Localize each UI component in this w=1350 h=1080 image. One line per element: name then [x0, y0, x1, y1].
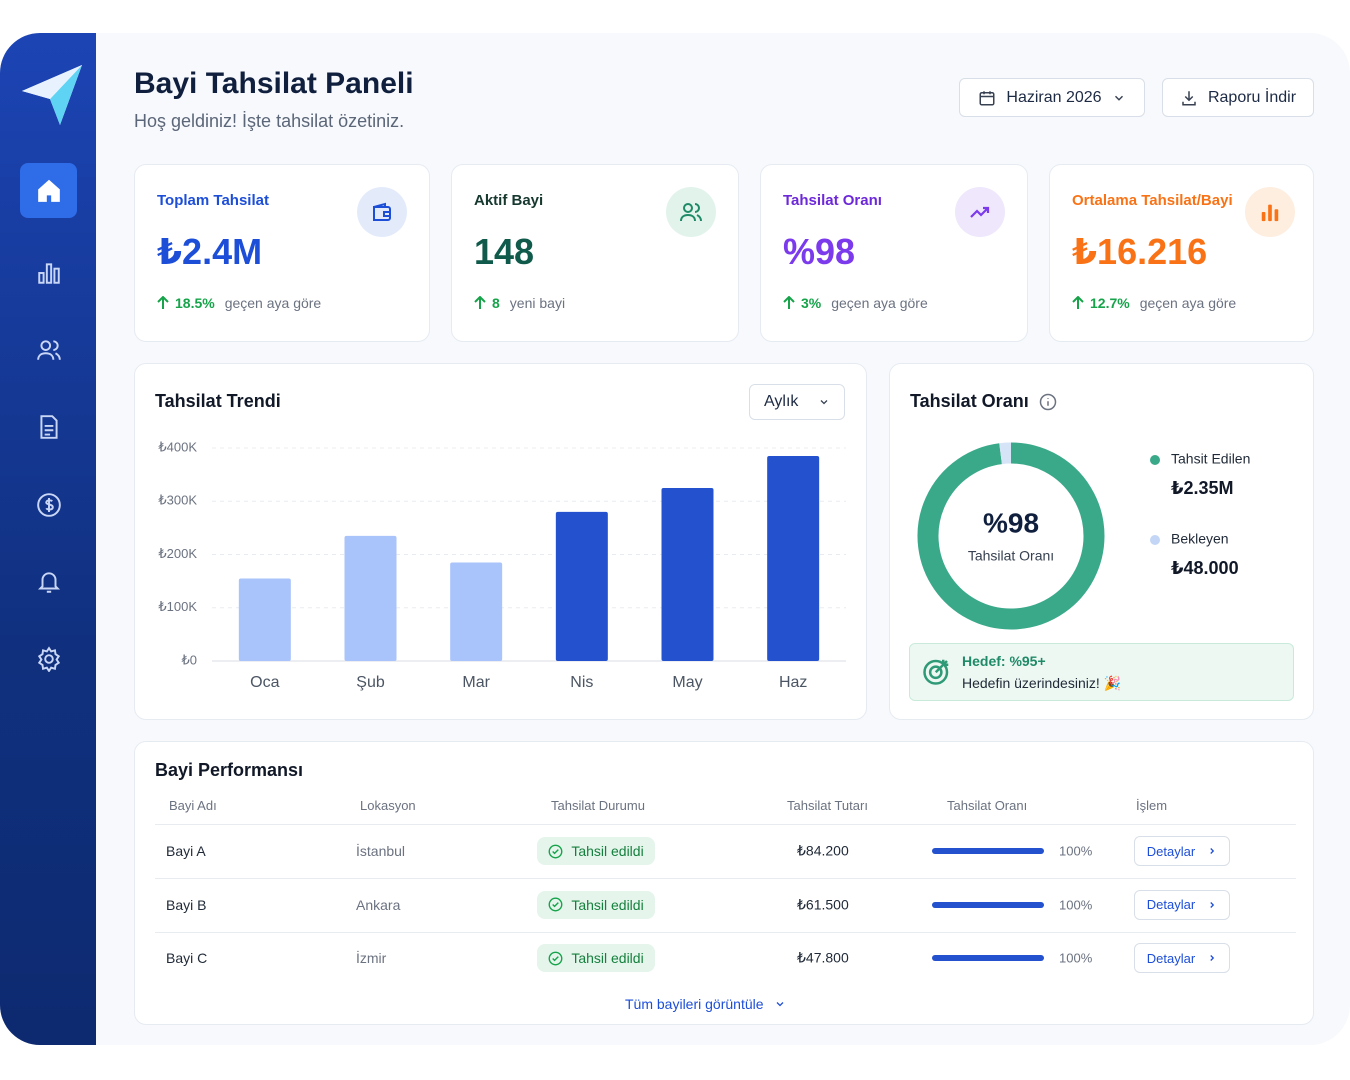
- kpi-label: Tahsilat Oranı: [783, 192, 882, 209]
- dealer-name: Bayi A: [166, 843, 206, 859]
- nav-payments[interactable]: [20, 477, 77, 532]
- table-card: Bayi Performansı Bayi Adı Lokasyon Tahsila…: [134, 741, 1314, 1025]
- row-divider: [155, 824, 1296, 825]
- amount: ₺61.500: [797, 896, 849, 912]
- goal-note: Hedefin üzerindesiniz! 🎉: [962, 675, 1122, 691]
- progress-bar: [932, 955, 1044, 961]
- row-divider: [155, 878, 1296, 879]
- view-all-label: Tüm bayileri görüntüle: [625, 996, 764, 1012]
- nav-dealers[interactable]: [20, 322, 77, 377]
- kpi-value: 148: [474, 231, 535, 272]
- trend-title: Tahsilat Trendi: [155, 391, 281, 411]
- details-label: Detaylar: [1146, 843, 1196, 859]
- details-button[interactable]: Detaylar: [1134, 889, 1230, 920]
- kpi-note: geçen aya göre: [831, 295, 928, 311]
- table: Bayi Adı Lokasyon Tahsilat Durumu Tahsilat …: [135, 742, 1313, 1024]
- kpi-card: Ortalama Tahsilat/Bayi ₺16.216 12.7% geçe…: [1049, 164, 1314, 342]
- amount: ₺47.800: [797, 949, 849, 966]
- kpi-label: Aktif Bayi: [474, 192, 544, 209]
- details-button[interactable]: Detaylar: [1134, 943, 1230, 973]
- nav-documents[interactable]: [20, 399, 77, 454]
- trend-period-select[interactable]: Aylık: [749, 384, 845, 420]
- nav-reports[interactable]: [20, 245, 77, 300]
- dealer-location: Ankara: [356, 896, 401, 913]
- logo: [22, 65, 82, 125]
- period-label: Haziran 2026: [1006, 88, 1102, 106]
- kpi-change: 12.7%: [1090, 295, 1130, 311]
- column-header: Tahsilat Oranı: [947, 798, 1028, 813]
- kpi-note: geçen aya göre: [224, 295, 322, 311]
- rate-title: Tahsilat Oranı: [910, 391, 1029, 411]
- kpi-icon: [1245, 187, 1295, 237]
- column-header: Lokasyon: [360, 798, 416, 813]
- kpi-value: %98: [783, 231, 856, 272]
- status-badge: Tahsil edildi: [537, 890, 655, 919]
- kpi-change: 18.5%: [175, 295, 215, 311]
- goal-box: Hedef: %95+ Hedefin üzerindesiniz! 🎉: [909, 643, 1294, 701]
- dealer-location: İzmir: [356, 950, 387, 966]
- kpi-label: Toplam Tahsilat: [157, 192, 269, 209]
- kpi-note: geçen aya göre: [1139, 295, 1237, 311]
- amount: ₺84.200: [797, 842, 849, 859]
- rate-label: 100%: [1059, 950, 1093, 966]
- column-header: Tahsilat Tutarı: [787, 798, 868, 813]
- details-label: Detaylar: [1146, 950, 1196, 966]
- view-all-link[interactable]: Tüm bayileri görüntüle: [625, 996, 786, 1012]
- status-label: Tahsil edildi: [571, 950, 644, 966]
- kpi-note: yeni bayi: [509, 295, 566, 311]
- details-label: Detaylar: [1146, 897, 1196, 912]
- nav-notifications[interactable]: [20, 554, 77, 609]
- app-window: Bayi Tahsilat Paneli Hoş geldiniz! İşte …: [0, 33, 1350, 1045]
- progress-bar: [932, 901, 1044, 908]
- row-divider: [155, 931, 1296, 933]
- kpi-label: Ortalama Tahsilat/Bayi: [1072, 192, 1233, 209]
- column-header: Bayi Adı: [169, 798, 217, 813]
- nav-settings[interactable]: [20, 631, 77, 686]
- nav-home[interactable]: [20, 163, 77, 218]
- dealer-name: Bayi C: [166, 950, 208, 966]
- dealer-name: Bayi B: [166, 896, 207, 913]
- sidebar: [0, 33, 96, 1045]
- page-subtitle: Hoş geldiniz! İşte tahsilat özetiniz.: [134, 111, 405, 131]
- kpi-card: Aktif Bayi 148 8 yeni bayi: [451, 164, 739, 342]
- rate-title-row: Tahsilat Oranı: [910, 391, 1057, 412]
- trend-period-label: Aylık: [764, 393, 799, 410]
- kpi-icon: [357, 187, 407, 237]
- progress-bar: [932, 848, 1044, 854]
- kpi-value: ₺16.216: [1072, 231, 1208, 272]
- column-header: İşlem: [1136, 798, 1168, 813]
- rate-label: 100%: [1059, 843, 1093, 859]
- table-title: Bayi Performansı: [155, 760, 304, 780]
- kpi-change: 8: [492, 295, 500, 311]
- download-button[interactable]: Raporu İndir: [1162, 78, 1314, 117]
- goal-label: Hedef: %95+: [962, 653, 1046, 669]
- kpi-card: Tahsilat Oranı %98 3% geçen aya göre: [760, 164, 1028, 342]
- details-button[interactable]: Detaylar: [1134, 836, 1230, 866]
- column-header: Tahsilat Durumu: [551, 798, 645, 813]
- kpi-icon: [666, 187, 716, 237]
- kpi-change: 3%: [801, 295, 822, 311]
- kpi-value: ₺2.4M: [157, 231, 263, 272]
- period-select[interactable]: Haziran 2026: [959, 78, 1145, 117]
- kpi-card: Toplam Tahsilat ₺2.4M 18.5% geçen aya gör…: [134, 164, 430, 342]
- rate-label: 100%: [1059, 897, 1093, 912]
- status-label: Tahsil edildi: [571, 843, 644, 859]
- download-label: Raporu İndir: [1207, 88, 1297, 106]
- status-label: Tahsil edildi: [571, 896, 644, 913]
- page-title: Bayi Tahsilat Paneli: [134, 67, 414, 100]
- kpi-icon: [955, 187, 1005, 237]
- status-badge: Tahsil edildi: [537, 944, 655, 972]
- dealer-location: İstanbul: [356, 843, 406, 859]
- status-badge: Tahsil edildi: [537, 837, 655, 865]
